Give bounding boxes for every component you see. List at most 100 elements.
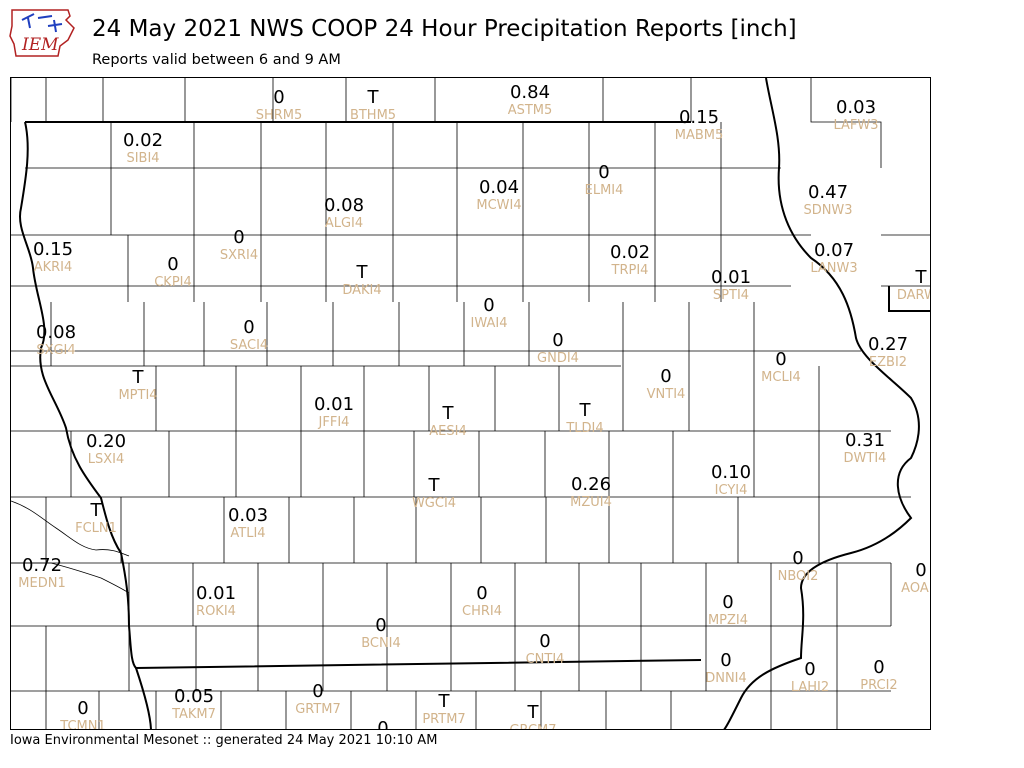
station-elvm7: 0ELVM7 (362, 719, 404, 730)
station-vnti4: 0 VNTI4 (647, 367, 686, 403)
station-id-label: LAFW3 (833, 118, 879, 133)
station-mzui4: 0.26 MZUI4 (570, 474, 612, 511)
precip-value: 0 (598, 162, 610, 183)
station-chri4: 0 CHRI4 (462, 584, 502, 620)
station-id-label: SXGI4 (36, 343, 76, 358)
station-id-label: ATLI4 (230, 526, 266, 541)
station-dnni4: 0 DNNI4 (705, 650, 747, 687)
station-id-label: BTHM5 (349, 108, 397, 123)
station-id-label: ICYI4 (714, 483, 748, 498)
station-id-label: AKRI4 (33, 260, 73, 275)
station-ezbi2: 0.27 EZBI2 (868, 335, 908, 371)
iowa-outline-shape (9, 9, 75, 57)
station-sibi4: 0.02 SIBI4 (123, 131, 163, 167)
precip-value: 0.01 (195, 583, 237, 604)
precip-value: 0.26 (570, 474, 612, 495)
station-id-label: JFFI4 (318, 415, 350, 430)
station-saci4: 0 SACI4 (229, 318, 269, 354)
precip-value: 0 (775, 349, 787, 370)
station-algi4: 0.08 ALGI4 (323, 195, 365, 232)
precip-value: 0 (915, 560, 927, 581)
station-lanw3: 0.07 LANW3 (810, 240, 858, 277)
station-id-label: MZUI4 (570, 495, 612, 510)
station-id-label: GRCM7 (509, 723, 556, 729)
station-id-label: ROKI4 (196, 604, 236, 619)
station-id-label: FCLN1 (75, 521, 117, 536)
precip-value: T (579, 400, 591, 421)
station-sxgi4: 0.08 SXGI4 (35, 322, 77, 359)
station-sdnw3: 0.47 SDNW3 (803, 183, 852, 219)
station-mcwi4: 0.04 MCWI4 (476, 177, 521, 214)
station-aoai2: 0AOAI2 (901, 560, 930, 597)
station-sxri4: 0 SXRI4 (220, 228, 258, 264)
station-id-label: LAHI2 (790, 680, 830, 695)
station-takm7: 0.05 TAKM7 (172, 686, 216, 723)
precip-value: 0 (312, 681, 324, 702)
station-iwai4: 0 IWAI4 (471, 295, 508, 332)
station-id-label: SPTI4 (712, 288, 750, 303)
precip-value: T (442, 403, 454, 424)
precip-value: 0.05 (173, 686, 215, 707)
station-jffi4: 0.01 JFFI4 (314, 395, 354, 431)
precip-value: 0.08 (35, 322, 77, 343)
precip-value: T (527, 702, 539, 723)
station-id-label: CNTI4 (525, 652, 565, 667)
station-id-label: SIBI4 (126, 151, 160, 166)
precip-value: 0.31 (844, 430, 886, 451)
station-aesi4: T AESI4 (429, 403, 466, 440)
station-id-label: SACI4 (229, 338, 269, 353)
precip-value: T (132, 367, 144, 388)
county-lines (11, 78, 930, 729)
station-prci2: 0 PRCI2 (860, 657, 897, 694)
station-mpzi4: 0 MPZI4 (708, 593, 748, 629)
station-spti4: 0.01 SPTI4 (711, 268, 751, 304)
map-subtitle: Reports valid between 6 and 9 AM (92, 52, 341, 68)
station-akri4: 0.15 AKRI4 (32, 239, 74, 276)
station-id-label: MCLI4 (761, 370, 801, 385)
precip-value: 0.72 (21, 555, 63, 576)
station-id-label: GNDI4 (537, 351, 579, 366)
precip-value: 0 (167, 254, 179, 275)
precip-value: 0 (552, 330, 564, 351)
station-id-label: BCNI4 (361, 636, 401, 651)
station-daki4: T DAKI4 (342, 262, 382, 299)
precip-value: 0.02 (609, 242, 651, 263)
precip-value: 0 (873, 657, 885, 678)
precip-value: 0.03 (227, 505, 269, 526)
station-id-label: TAKM7 (172, 707, 216, 722)
county-lines-west (11, 500, 130, 594)
station-id-label: LANW3 (810, 261, 858, 276)
iem-logo-icon: IEM (9, 9, 75, 57)
station-gndi4: 0 GNDI4 (537, 330, 579, 367)
precip-value: T (356, 262, 368, 283)
station-grtm7: 0 GRTM7 (295, 681, 341, 718)
precip-value: 0.04 (478, 177, 520, 198)
weather-symbol-shape (21, 13, 63, 33)
precip-value: 0.03 (835, 97, 877, 118)
station-fcln1: T FCLN1 (75, 501, 117, 537)
precip-value: 0 (375, 615, 387, 636)
precip-value: T (428, 475, 440, 496)
station-shrm5: 0 SHRM5 (256, 88, 303, 124)
station-icyi4: 0.10 ICYI4 (711, 463, 751, 499)
station-wgci4: T WGCI4 (412, 475, 456, 512)
precip-value: 0 (483, 295, 495, 316)
precip-value: 0.84 (509, 82, 551, 103)
station-tldi4: T TLDI4 (566, 400, 603, 437)
station-dwti4: 0.31 DWTI4 (844, 430, 887, 467)
precip-value: 0.08 (323, 195, 365, 216)
precip-value: 0.15 (32, 239, 74, 260)
station-id-label: DAKI4 (342, 283, 382, 298)
station-nboi2: 0 NBOI2 (777, 549, 819, 585)
station-id-label: LSXI4 (87, 452, 125, 467)
station-id-label: TCMN1 (60, 719, 106, 730)
precip-value: 0 (720, 650, 732, 671)
precip-value: 0.15 (678, 107, 720, 128)
station-id-label: GRTM7 (295, 702, 341, 717)
precip-value: 0.07 (813, 240, 855, 261)
station-darw3: TDARW3 (897, 268, 930, 304)
station-id-label: PRTM7 (422, 712, 466, 727)
station-id-label: NBOI2 (777, 569, 819, 584)
station-id-label: MEDN1 (18, 576, 66, 591)
station-id-label: ASTM5 (507, 103, 553, 118)
